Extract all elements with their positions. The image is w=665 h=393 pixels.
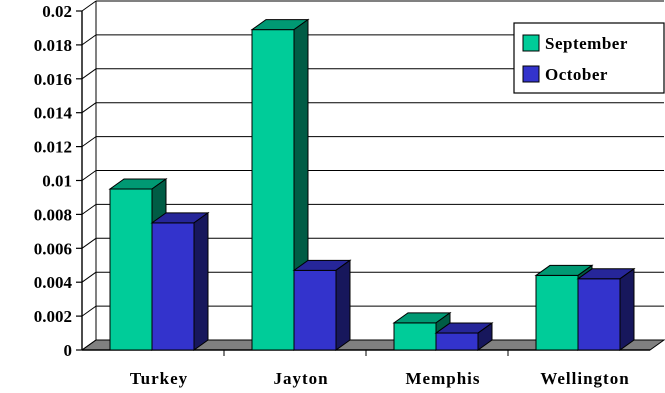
y-depth-line xyxy=(81,136,97,148)
y-tick-labels: 0 0.002 0.004 0.006 0.008 0.01 0.012 0.014 0.016… xyxy=(34,2,73,360)
x-tick-label: Wellington xyxy=(540,369,629,388)
bar-october-front xyxy=(435,332,479,351)
bars xyxy=(108,18,636,351)
y-depth-line xyxy=(81,271,97,283)
x-tick-label: Memphis xyxy=(406,369,481,388)
y-depth-line xyxy=(81,339,97,351)
y-depth-line xyxy=(81,237,97,249)
y-tick-label: 0.018 xyxy=(34,36,72,55)
legend-label-october: October xyxy=(545,65,608,84)
y-tick-label: 0.01 xyxy=(42,172,72,191)
x-tick-labels: Turkey Jayton Memphis Wellington xyxy=(130,369,629,388)
y-tick-label: 0.014 xyxy=(34,104,73,123)
bar-september-front xyxy=(109,188,153,351)
y-tick-label: 0.012 xyxy=(34,138,72,157)
x-tick-label: Turkey xyxy=(130,369,188,388)
bar-september-front xyxy=(535,274,579,351)
bar-october-side xyxy=(335,259,351,351)
y-depth-line xyxy=(81,0,97,12)
bar-october-front xyxy=(151,222,195,351)
y-depth-line xyxy=(81,68,97,80)
y-tick-label: 0.02 xyxy=(42,2,72,21)
bar-september-front xyxy=(251,29,295,351)
legend-swatch-october xyxy=(522,65,540,83)
y-depth-line xyxy=(81,170,97,181)
bar-october-front xyxy=(577,278,621,351)
y-tick-label: 0 xyxy=(64,341,73,360)
bar-october-side xyxy=(193,211,209,351)
y-depth-line xyxy=(81,203,97,215)
y-tick-label: 0.006 xyxy=(34,239,72,258)
y-depth-line xyxy=(81,305,97,317)
legend: September October xyxy=(513,22,665,94)
y-tick-label: 0.016 xyxy=(34,70,72,89)
bar-october-front xyxy=(293,269,337,351)
bar-september-front xyxy=(393,322,437,351)
x-tick-label: Jayton xyxy=(273,369,328,388)
y-tick-label: 0.008 xyxy=(34,205,72,224)
bar-october-side xyxy=(619,267,635,351)
y-tick-label: 0.004 xyxy=(34,273,73,292)
y-depth-line xyxy=(81,102,97,114)
legend-label-september: September xyxy=(545,34,628,53)
y-depth-line xyxy=(81,34,97,46)
legend-swatch-september xyxy=(522,34,540,52)
y-tick-label: 0.002 xyxy=(34,307,72,326)
bar-october-side xyxy=(477,322,493,351)
